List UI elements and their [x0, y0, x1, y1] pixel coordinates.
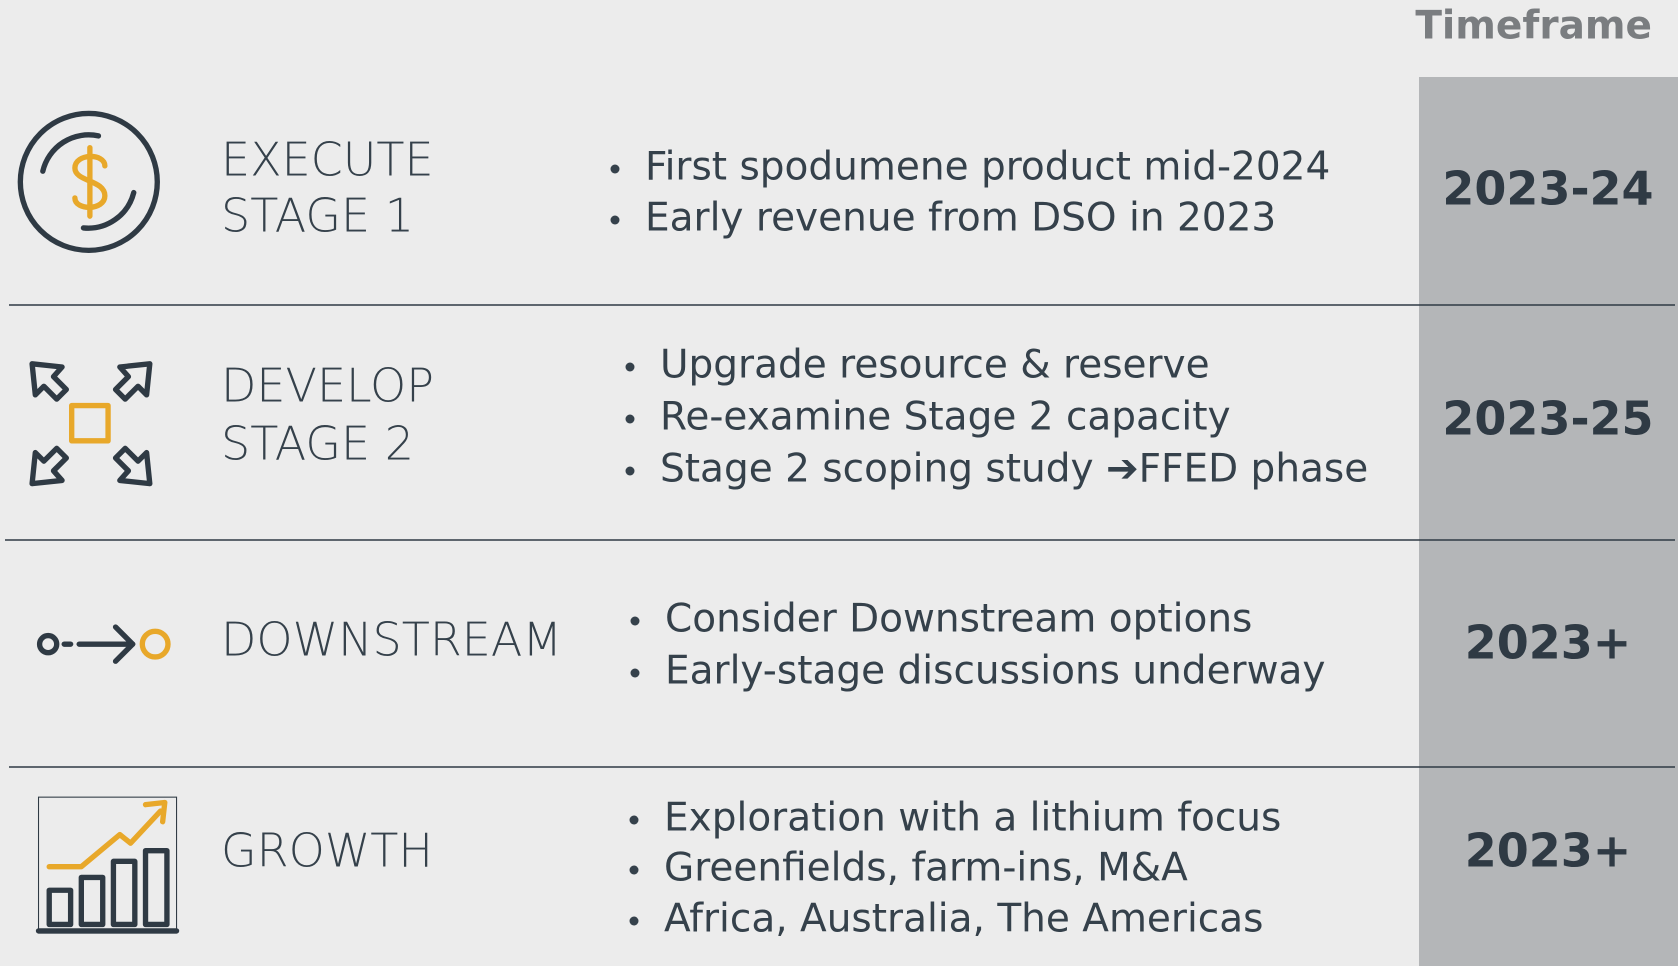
- growth-icon: [35, 796, 180, 934]
- bullet-text: Early-stage discussions underway: [665, 649, 1325, 694]
- icons: [17, 110, 180, 934]
- bullet-dot: [625, 466, 635, 476]
- header-title: Timeframe: [1415, 4, 1652, 49]
- bullet-dot: [629, 815, 639, 825]
- bullet-text: Early revenue from DSO in 2023: [645, 196, 1276, 241]
- row-label: EXECUTE: [221, 133, 434, 187]
- bullet-text: Exploration with a lithium focus: [664, 796, 1281, 841]
- dollar-icon: [17, 110, 160, 254]
- bullet-dot: [630, 616, 640, 626]
- bullet-text: Consider Downstream options: [665, 597, 1252, 642]
- downstream-icon: [36, 624, 171, 664]
- expand-icon: [29, 361, 153, 487]
- bullet-dot: [630, 668, 640, 678]
- bullet-dot: [610, 215, 620, 225]
- bullet-dot: [625, 362, 635, 372]
- timeframe: 2023-24: [1442, 162, 1653, 216]
- timeframe: 2023-25: [1442, 392, 1653, 446]
- row-label: GROWTH: [221, 824, 433, 878]
- bullet-dot: [629, 916, 639, 926]
- row-label: DOWNSTREAM: [221, 613, 562, 667]
- timeframe: 2023+: [1465, 616, 1632, 670]
- timeframe: 2023+: [1465, 824, 1632, 878]
- bullet-text: First spodumene product mid-2024: [645, 145, 1330, 190]
- row-label: STAGE 2: [221, 417, 414, 471]
- bullet-text: Re-examine Stage 2 capacity: [660, 395, 1231, 440]
- row-label: DEVELOP: [221, 359, 434, 413]
- bullet-dot: [629, 865, 639, 875]
- bullet-text: Africa, Australia, The Americas: [664, 897, 1263, 942]
- bullet-dot: [610, 164, 620, 174]
- bullet-text: Upgrade resource & reserve: [660, 343, 1210, 388]
- row-label: STAGE 1: [221, 189, 414, 243]
- bullet-text: Stage 2 scoping study ➔FFED phase: [660, 447, 1368, 492]
- bullet-text: Greenfields, farm-ins, M&A: [664, 846, 1188, 891]
- bullet-dot: [625, 414, 635, 424]
- timeframe-column: [1419, 77, 1678, 966]
